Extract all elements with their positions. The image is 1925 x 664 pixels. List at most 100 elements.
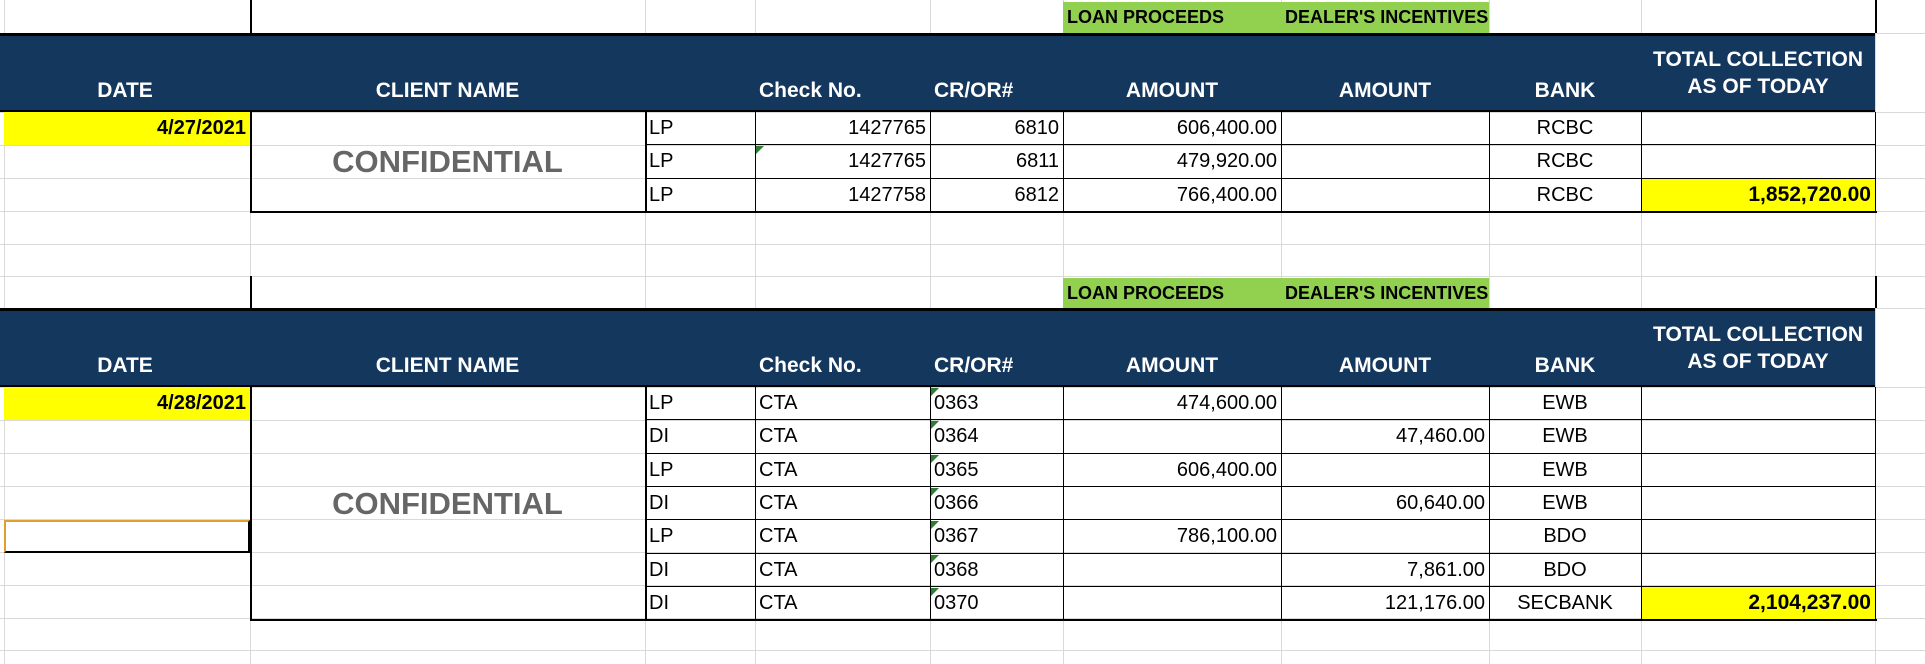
- group-label-loan-proceeds[interactable]: LOAN PROCEEDS: [1067, 7, 1225, 27]
- lp-amount-cell[interactable]: [1063, 487, 1281, 520]
- border: [1875, 387, 1876, 621]
- group-label-dealers-incentives[interactable]: DEALER'S INCENTIVES: [1285, 282, 1489, 303]
- client-name-cell[interactable]: CONFIDENTIAL: [332, 485, 563, 521]
- error-indicator-icon: [931, 587, 939, 596]
- check-no-cell[interactable]: CTA: [759, 425, 798, 448]
- border: [0, 308, 1875, 311]
- check-no-cell[interactable]: CTA: [759, 392, 798, 415]
- error-indicator-icon: [931, 421, 939, 430]
- header-type[interactable]: [645, 308, 755, 387]
- di-amount-cell[interactable]: [1281, 520, 1489, 553]
- di-amount-cell[interactable]: [1281, 387, 1489, 420]
- header-cr-or[interactable]: CR/OR#: [930, 308, 1063, 387]
- di-amount-cell[interactable]: 121,176.00: [1384, 591, 1485, 614]
- lp-amount-cell[interactable]: 606,400.00: [1176, 458, 1277, 481]
- group-label-dealers-incentives[interactable]: DEALER'S INCENTIVES: [1285, 7, 1489, 27]
- header-cr-or[interactable]: CR/OR#: [930, 33, 1063, 112]
- di-amount-cell[interactable]: [1281, 145, 1489, 178]
- date-cell[interactable]: 4/28/2021: [4, 387, 250, 421]
- type-cell[interactable]: LP: [649, 525, 674, 548]
- cr-or-cell[interactable]: 6812: [1014, 183, 1060, 206]
- bank-cell[interactable]: RCBC: [1536, 150, 1594, 173]
- header-bank[interactable]: BANK: [1489, 308, 1641, 387]
- cr-or-cell[interactable]: 0366: [934, 492, 979, 515]
- header-check-no[interactable]: Check No.: [755, 33, 930, 112]
- di-amount-cell[interactable]: [1281, 454, 1489, 487]
- bank-cell[interactable]: EWB: [1542, 392, 1588, 415]
- border: [250, 276, 252, 308]
- bank-cell[interactable]: RCBC: [1536, 183, 1594, 206]
- lp-amount-cell[interactable]: 786,100.00: [1176, 525, 1277, 548]
- selected-cell-outline[interactable]: [4, 520, 250, 553]
- type-cell[interactable]: DI: [649, 558, 669, 581]
- di-amount-cell[interactable]: 47,460.00: [1396, 425, 1485, 448]
- check-no-cell[interactable]: CTA: [759, 458, 798, 481]
- header-date[interactable]: DATE: [0, 33, 250, 112]
- check-no-cell[interactable]: 1427765: [848, 150, 926, 173]
- type-cell[interactable]: DI: [649, 425, 669, 448]
- bank-cell[interactable]: SECBANK: [1517, 591, 1613, 614]
- border: [250, 387, 252, 621]
- check-no-cell[interactable]: CTA: [759, 558, 798, 581]
- header-check-no[interactable]: Check No.: [755, 308, 930, 387]
- bank-cell[interactable]: EWB: [1542, 492, 1588, 515]
- header-total[interactable]: TOTAL COLLECTION AS OF TODAY: [1641, 308, 1875, 387]
- header-client-name[interactable]: CLIENT NAME: [250, 308, 645, 387]
- total-cell[interactable]: 1,852,720.00: [1641, 178, 1875, 212]
- di-amount-cell[interactable]: 60,640.00: [1396, 492, 1485, 515]
- lp-amount-cell[interactable]: 606,400.00: [1176, 117, 1277, 140]
- cr-or-cell[interactable]: 0368: [934, 558, 979, 581]
- header-type[interactable]: [645, 33, 755, 112]
- group-label-loan-proceeds[interactable]: LOAN PROCEEDS: [1067, 282, 1225, 303]
- header-di-amount[interactable]: AMOUNT: [1281, 308, 1489, 387]
- di-amount-cell[interactable]: 7,861.00: [1407, 558, 1485, 581]
- type-cell[interactable]: LP: [649, 117, 674, 140]
- check-no-cell[interactable]: CTA: [759, 591, 798, 614]
- bank-cell[interactable]: BDO: [1543, 525, 1587, 548]
- type-cell[interactable]: LP: [649, 183, 674, 206]
- header-lp-amount[interactable]: AMOUNT: [1063, 33, 1281, 112]
- bank-cell[interactable]: EWB: [1542, 458, 1588, 481]
- client-name-cell[interactable]: CONFIDENTIAL: [332, 143, 563, 179]
- cr-or-cell[interactable]: 0365: [934, 458, 979, 481]
- di-amount-cell[interactable]: [1281, 179, 1489, 212]
- check-no-cell[interactable]: 1427765: [848, 117, 926, 140]
- check-no-cell[interactable]: CTA: [759, 492, 798, 515]
- header-di-amount[interactable]: AMOUNT: [1281, 33, 1489, 112]
- type-cell[interactable]: LP: [649, 392, 674, 415]
- cr-or-cell[interactable]: 0370: [934, 591, 979, 614]
- type-cell[interactable]: DI: [649, 492, 669, 515]
- lp-amount-cell[interactable]: [1063, 554, 1281, 587]
- cr-or-cell[interactable]: 6810: [1014, 117, 1060, 140]
- cr-or-cell[interactable]: 0363: [934, 392, 979, 415]
- total-cell[interactable]: 2,104,237.00: [1641, 586, 1875, 621]
- type-cell[interactable]: LP: [649, 458, 674, 481]
- bank-cell[interactable]: RCBC: [1536, 117, 1594, 140]
- header-client-name[interactable]: CLIENT NAME: [250, 33, 645, 112]
- header-date[interactable]: DATE: [0, 308, 250, 387]
- bank-cell[interactable]: EWB: [1542, 425, 1588, 448]
- lp-amount-cell[interactable]: 474,600.00: [1176, 392, 1277, 415]
- cr-or-cell[interactable]: 0367: [934, 525, 979, 548]
- lp-amount-cell[interactable]: [1063, 420, 1281, 453]
- bank-cell[interactable]: BDO: [1543, 558, 1587, 581]
- type-cell[interactable]: LP: [649, 150, 674, 173]
- border: [250, 210, 1877, 213]
- lp-amount-cell[interactable]: 479,920.00: [1176, 150, 1277, 173]
- date-cell[interactable]: 4/27/2021: [4, 112, 250, 146]
- lp-amount-cell[interactable]: 766,400.00: [1176, 183, 1277, 206]
- header-total[interactable]: TOTAL COLLECTION AS OF TODAY: [1641, 33, 1875, 112]
- border: [250, 0, 252, 33]
- header-bank[interactable]: BANK: [1489, 33, 1641, 112]
- check-no-cell[interactable]: 1427758: [848, 183, 926, 206]
- cr-or-cell[interactable]: 0364: [934, 425, 979, 448]
- gridline: [0, 387, 1925, 388]
- check-no-cell[interactable]: CTA: [759, 525, 798, 548]
- di-amount-cell[interactable]: [1281, 112, 1489, 145]
- lp-amount-cell[interactable]: [1063, 587, 1281, 620]
- header-lp-amount[interactable]: AMOUNT: [1063, 308, 1281, 387]
- cr-or-cell[interactable]: 6811: [1015, 150, 1059, 173]
- type-cell[interactable]: DI: [649, 591, 669, 614]
- error-indicator-icon: [931, 388, 939, 396]
